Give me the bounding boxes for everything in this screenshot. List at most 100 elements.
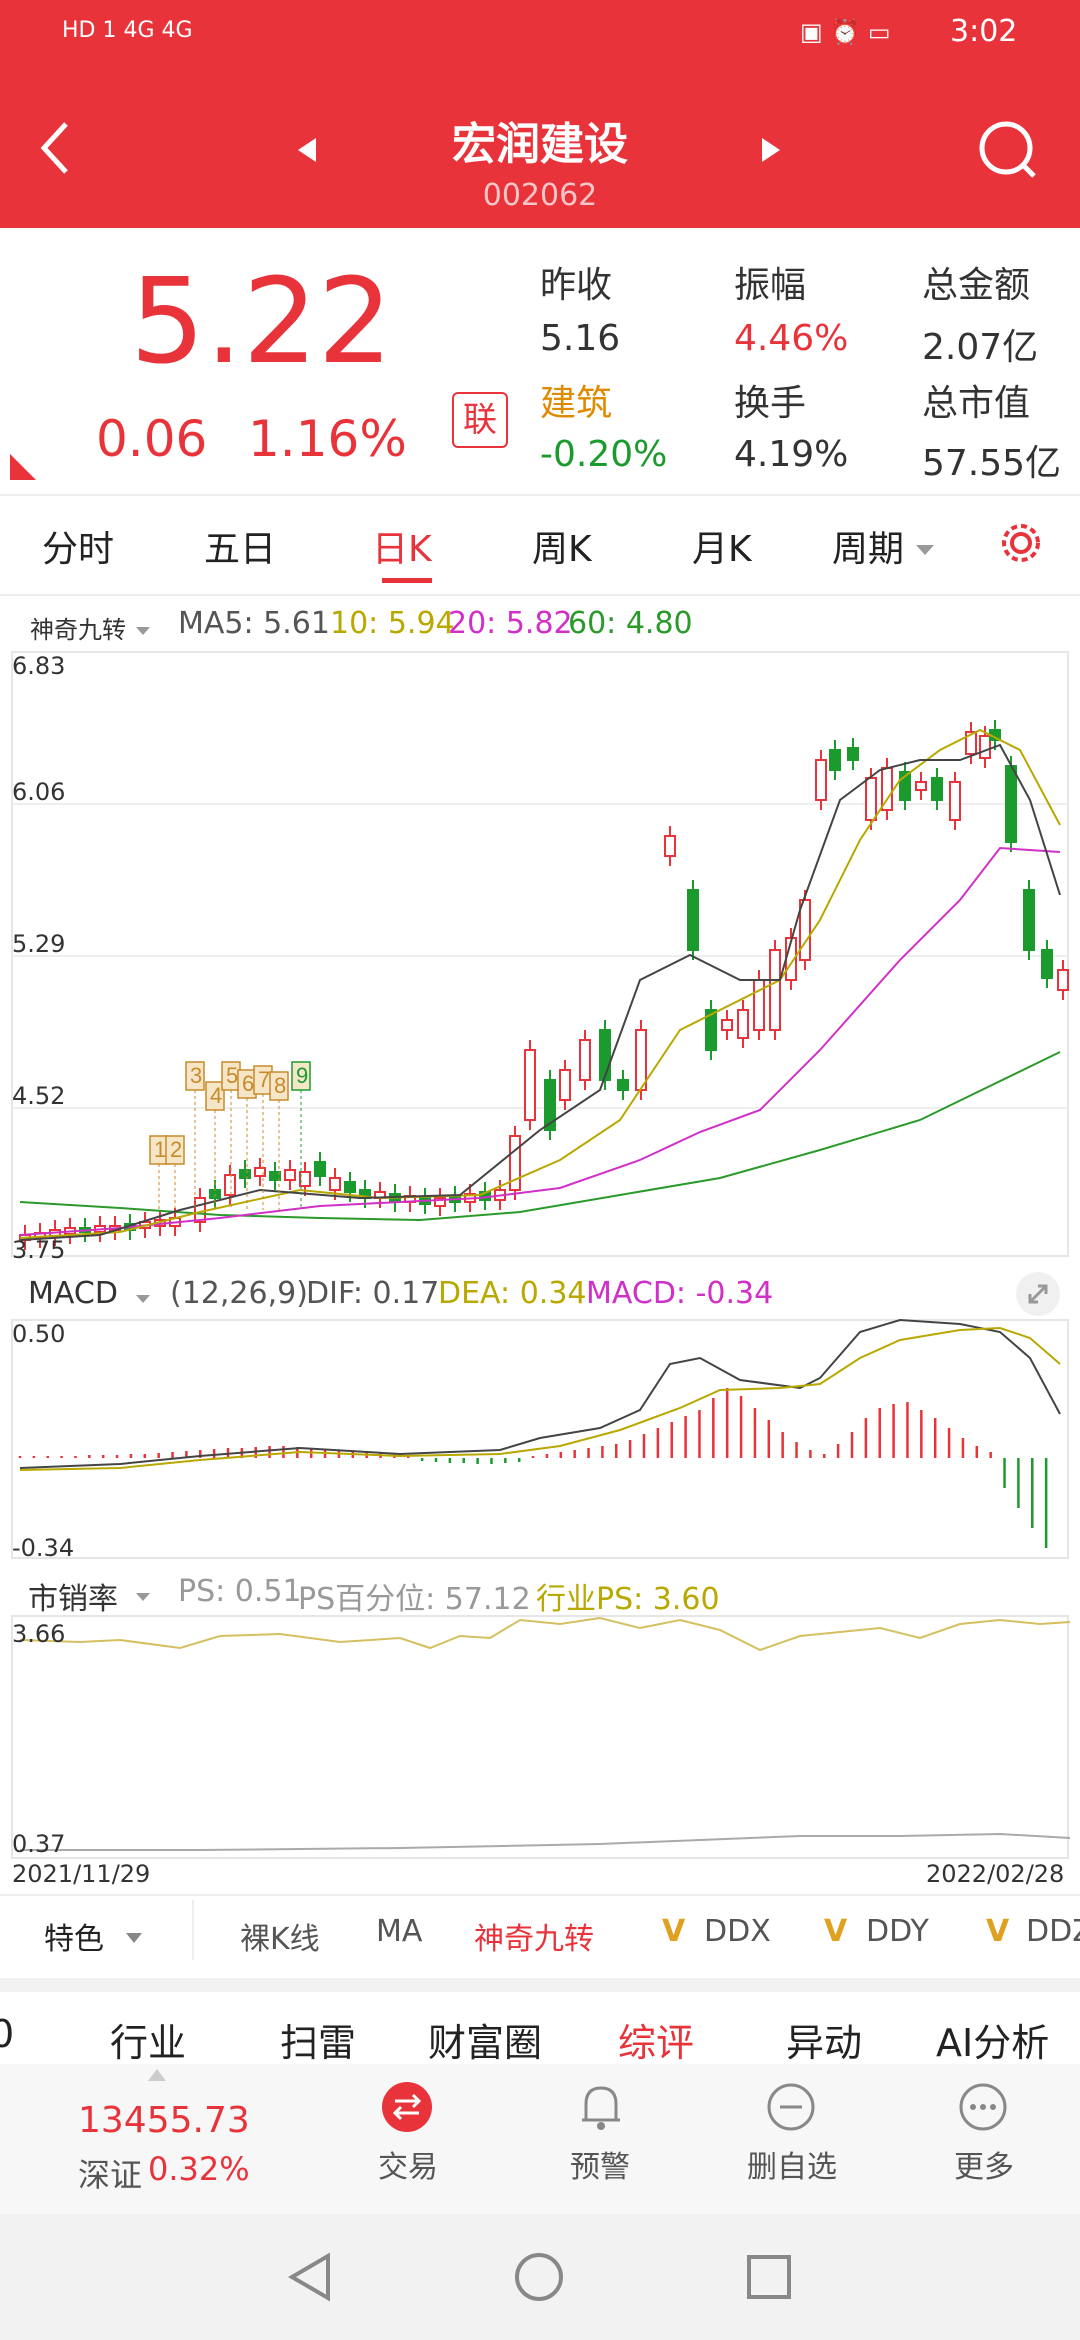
nine-turn-label: 2 [170, 1137, 182, 1162]
expand-icon[interactable] [1016, 1272, 1060, 1316]
nav-home-icon[interactable] [514, 2252, 564, 2306]
prev-stock-icon[interactable] [298, 138, 318, 166]
candle-body [687, 889, 699, 951]
sector-label[interactable]: 建筑 [540, 383, 613, 424]
v-badge-icon: V [824, 1914, 848, 1949]
candle-body [865, 777, 877, 821]
macd-select[interactable]: MACD [28, 1276, 118, 1311]
next-stock-icon[interactable] [760, 138, 780, 166]
top-header: HD 1 4G 4G ▣ ⏰ ▭ 3:02 宏润建设 002062 [0, 0, 1080, 228]
nine-turn-label: 8 [274, 1073, 286, 1098]
tab-intraday[interactable]: 分时 [42, 529, 115, 570]
func-tab-ai[interactable]: AI分析 [936, 2021, 1050, 2065]
ddx-option[interactable]: DDX [704, 1914, 771, 1949]
industry-ps: 行业PS: 3.60 [536, 1582, 720, 1617]
chevron-down-icon [126, 1928, 142, 1947]
ddy-option[interactable]: DDY [866, 1914, 929, 1949]
func-tab-industry[interactable]: 行业 [110, 2021, 187, 2065]
ddz-option[interactable]: DDZ [1026, 1914, 1080, 1949]
candle-body [559, 1069, 571, 1101]
remove-favorite-button[interactable]: 删自选 [747, 2150, 837, 2185]
func-tab-partial[interactable]: 0 [0, 2012, 15, 2056]
back-icon[interactable] [36, 118, 76, 178]
search-icon[interactable] [976, 118, 1040, 186]
candle-body [579, 1039, 591, 1081]
active-tab-indicator [382, 578, 432, 583]
divider [192, 1900, 194, 1960]
remove-favorite-icon[interactable] [766, 2082, 816, 2136]
candle-body [194, 1197, 206, 1223]
indicator-select[interactable]: 神奇九转 [30, 616, 126, 644]
tab-five-day[interactable]: 五日 [204, 529, 277, 570]
candle-body [753, 979, 765, 1031]
y-tick-1: 6.83 [12, 652, 66, 680]
price-change: 0.06 [96, 410, 208, 468]
tab-period[interactable]: 周期 [832, 529, 905, 570]
nav-recents-icon[interactable] [746, 2254, 792, 2304]
ma5-line [19, 743, 1061, 1241]
tab-daily-k[interactable]: 日K [372, 529, 432, 570]
candle-body [829, 749, 841, 771]
macd-dea: DEA: 0.34 [438, 1276, 587, 1311]
market-cap-value: 57.55亿 [922, 443, 1062, 484]
ma60-line [19, 1051, 1061, 1222]
amount-label: 总金额 [922, 265, 1031, 306]
ps-y-bottom: 0.37 [12, 1830, 66, 1858]
nine-turn-label: 4 [210, 1083, 222, 1108]
ma-option[interactable]: MA [376, 1914, 423, 1949]
nine-turn-option[interactable]: 神奇九转 [474, 1922, 594, 1957]
date-end: 2022/02/28 [926, 1860, 1065, 1888]
macd-histogram [18, 1388, 1048, 1548]
gear-icon[interactable] [998, 520, 1044, 570]
index-value[interactable]: 13455.73 [78, 2100, 250, 2141]
candle-body [329, 1177, 341, 1191]
func-tab-review[interactable]: 综评 [618, 2021, 695, 2065]
candle-body [664, 835, 676, 857]
amount-value: 2.07亿 [922, 327, 1039, 368]
more-button[interactable]: 更多 [954, 2150, 1014, 2185]
ps-chart[interactable] [0, 1614, 1080, 1860]
trade-button[interactable]: 交易 [378, 2150, 438, 2185]
chevron-down-icon [136, 1586, 150, 1605]
func-tab-risk-scan[interactable]: 扫雷 [280, 2021, 357, 2065]
tab-weekly-k[interactable]: 周K [532, 529, 592, 570]
func-tab-forum[interactable]: 财富圈 [428, 2021, 543, 2065]
chevron-down-icon [916, 540, 934, 559]
feature-select[interactable]: 特色 [44, 1922, 104, 1957]
index-change: 0.32% [148, 2150, 250, 2188]
ps-select[interactable]: 市销率 [28, 1582, 118, 1617]
divider [0, 594, 1080, 596]
kline-chart[interactable]: 1 2 345 6 7 8 9 [0, 650, 1080, 1260]
more-icon[interactable] [958, 2082, 1008, 2136]
market-cap-label: 总市值 [922, 383, 1031, 424]
naked-k-option[interactable]: 裸K线 [240, 1922, 320, 1957]
industry-ps-line [19, 1616, 1071, 1652]
linked-badge[interactable]: 联 [452, 392, 508, 448]
candle-body [617, 1079, 629, 1091]
candle-body [544, 1079, 556, 1131]
candle-body [815, 759, 827, 801]
system-nav-bar [0, 2214, 1080, 2340]
func-tab-anomaly[interactable]: 异动 [786, 2021, 863, 2065]
candle-body [269, 1171, 281, 1181]
candle-body [284, 1169, 296, 1181]
nav-back-icon[interactable] [286, 2252, 334, 2306]
sector-change: -0.20% [540, 434, 668, 475]
prev-close-label: 昨收 [540, 265, 613, 306]
ps-value: PS: 0.51 [178, 1574, 302, 1609]
trade-icon[interactable] [382, 2082, 432, 2132]
bell-icon[interactable] [576, 2080, 626, 2138]
price-change-pct: 1.16% [248, 410, 407, 468]
prev-close-value: 5.16 [540, 318, 621, 359]
tab-monthly-k[interactable]: 月K [692, 529, 752, 570]
macd-params: (12,26,9) [170, 1276, 308, 1311]
v-badge-icon: V [662, 1914, 686, 1949]
candle-body [344, 1181, 356, 1193]
bottom-bar [0, 2064, 1080, 2214]
stock-name: 宏润建设 [452, 119, 628, 170]
corner-marker-icon [10, 454, 36, 484]
macd-chart[interactable] [0, 1318, 1080, 1560]
candle-body [299, 1171, 311, 1187]
alert-button[interactable]: 预警 [570, 2150, 630, 2185]
ps-line [20, 1832, 1071, 1851]
